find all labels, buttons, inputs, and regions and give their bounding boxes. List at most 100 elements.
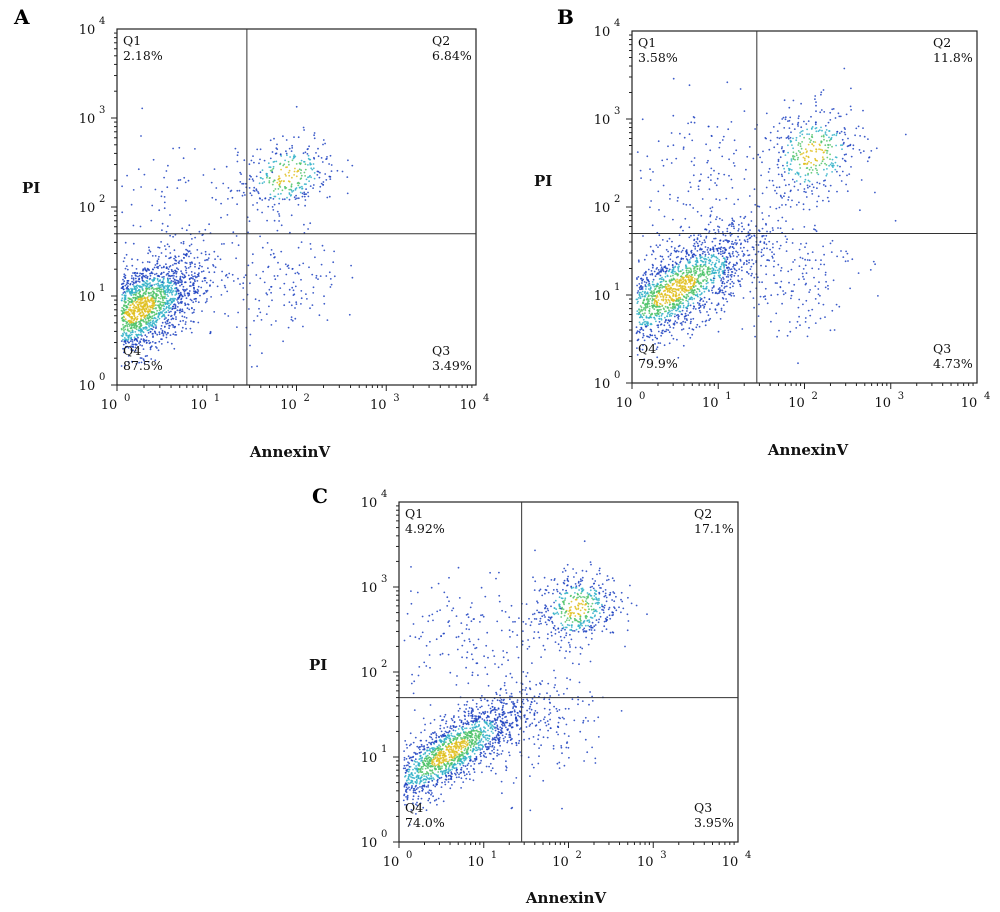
event-dot: [121, 286, 124, 289]
event-dot: [719, 318, 722, 320]
event-dot: [698, 302, 701, 305]
event-dot: [804, 148, 807, 151]
event-dot: [203, 292, 206, 295]
event-dot: [641, 293, 644, 296]
event-dot: [821, 160, 824, 163]
event-dot: [850, 87, 852, 90]
event-dot: [333, 275, 336, 278]
event-dot: [162, 295, 164, 298]
event-dot: [148, 288, 151, 290]
event-dot: [160, 327, 162, 330]
event-dot: [783, 195, 785, 198]
event-dot: [177, 301, 179, 303]
event-dot: [643, 298, 646, 301]
event-dot: [279, 182, 281, 185]
event-dot: [319, 185, 322, 188]
event-dot: [126, 324, 128, 327]
event-dot: [320, 263, 323, 266]
event-dot: [187, 294, 190, 297]
event-dot: [798, 298, 801, 301]
event-dot: [295, 163, 298, 165]
event-dot: [814, 121, 817, 124]
event-dot: [704, 278, 706, 281]
event-dot: [664, 319, 667, 322]
event-dot: [721, 272, 724, 275]
event-dot: [651, 339, 654, 341]
event-dot: [815, 101, 817, 103]
event-dot: [159, 311, 162, 314]
event-dot: [644, 303, 647, 306]
event-dot: [737, 229, 740, 232]
event-dot: [827, 144, 830, 147]
event-dot: [732, 282, 735, 285]
event-dot: [692, 244, 695, 247]
event-dot: [689, 181, 691, 184]
event-dot: [797, 144, 800, 146]
event-dot: [330, 283, 333, 286]
event-dot: [336, 169, 339, 172]
event-dot: [123, 304, 125, 306]
event-dot: [844, 133, 847, 136]
event-dot: [151, 317, 154, 320]
event-dot: [721, 255, 724, 258]
event-dot: [440, 786, 443, 788]
event-dot: [300, 159, 303, 162]
event-dot: [733, 247, 735, 250]
event-dot: [649, 168, 651, 171]
event-dot: [798, 163, 801, 166]
event-dot: [637, 300, 639, 303]
event-dot: [642, 322, 644, 324]
event-dot: [146, 296, 149, 298]
event-dot: [822, 89, 825, 91]
event-dot: [150, 297, 153, 300]
event-dot: [155, 324, 157, 327]
event-dot: [768, 240, 771, 243]
event-dot: [183, 176, 186, 179]
event-dot: [699, 304, 702, 307]
event-dot: [860, 179, 863, 181]
event-dot: [131, 312, 134, 315]
event-dot: [131, 317, 134, 320]
event-dot: [670, 278, 673, 281]
event-dot: [123, 273, 126, 276]
event-dot: [792, 155, 794, 158]
event-dot: [739, 88, 742, 90]
event-dot: [811, 251, 814, 254]
event-dot: [701, 252, 704, 255]
event-dot: [123, 329, 125, 332]
event-dot: [694, 308, 697, 310]
event-dot: [693, 267, 696, 270]
event-dot: [139, 298, 142, 301]
event-dot: [168, 299, 171, 301]
event-dot: [810, 128, 813, 130]
event-dot: [807, 309, 810, 312]
event-dot: [695, 241, 698, 243]
event-dot: [122, 328, 125, 330]
event-dot: [234, 147, 237, 150]
event-dot: [652, 250, 655, 253]
event-dot: [684, 283, 687, 285]
event-dot: [284, 263, 287, 266]
event-dot: [651, 266, 654, 269]
event-dot: [175, 282, 178, 284]
event-dot: [166, 243, 169, 246]
event-dot: [737, 275, 740, 277]
event-dot: [690, 320, 692, 323]
event-dot: [272, 161, 275, 163]
event-dot: [776, 293, 779, 296]
event-dot: [675, 262, 678, 265]
event-dot: [836, 130, 839, 133]
event-dot: [826, 140, 828, 142]
event-dot: [268, 288, 271, 291]
event-dot: [175, 318, 177, 321]
event-dot: [259, 158, 261, 161]
event-dot: [787, 199, 790, 201]
event-dot: [472, 779, 475, 782]
event-dot: [784, 235, 787, 238]
event-dot: [509, 695, 511, 698]
event-dot: [273, 275, 276, 277]
event-dot: [255, 274, 258, 276]
event-dot: [778, 206, 781, 209]
event-dot: [282, 180, 285, 183]
event-dot: [657, 326, 660, 329]
